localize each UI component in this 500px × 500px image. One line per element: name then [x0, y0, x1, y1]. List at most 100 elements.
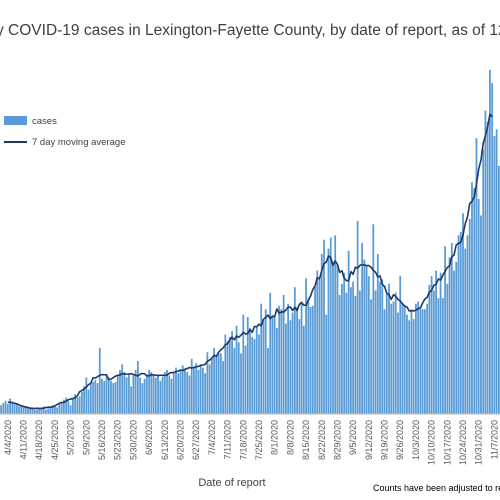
cases-bar	[381, 279, 384, 414]
cases-bar	[11, 401, 14, 414]
x-tick-label: 6/6/2020	[144, 420, 154, 455]
cases-bar	[20, 405, 23, 414]
cases-bar	[0, 405, 3, 414]
x-tick-label: 6/13/2020	[160, 420, 170, 460]
moving-average-line	[7, 113, 493, 410]
x-tick-label: 7/11/2020	[223, 420, 233, 459]
x-tick-label: 9/26/2020	[395, 420, 405, 460]
cases-bar	[63, 399, 65, 414]
cases-bar	[475, 138, 478, 415]
cases-bar	[181, 365, 184, 414]
cases-bar	[45, 409, 47, 414]
cases-bar	[323, 239, 325, 414]
cases-bar	[412, 319, 415, 414]
cases-bar	[235, 325, 238, 414]
cases-bar	[271, 314, 274, 414]
cases-bar	[370, 299, 372, 414]
cases-bar	[493, 136, 496, 415]
cases-bar	[240, 353, 242, 414]
cases-bar	[401, 303, 404, 414]
cases-bar	[444, 246, 446, 414]
cases-bar	[15, 404, 18, 414]
cases-bar	[491, 83, 494, 414]
cases-bar	[379, 281, 381, 414]
cases-bar	[336, 265, 339, 414]
x-tick-label: 9/19/2020	[380, 420, 390, 460]
cases-bar	[175, 367, 177, 414]
cases-bar	[287, 303, 290, 414]
cases-bar	[276, 327, 278, 414]
cases-bar	[186, 372, 189, 414]
cases-bar	[374, 290, 377, 414]
cases-bar	[96, 383, 99, 414]
cases-bar	[489, 69, 491, 414]
chart-title: y COVID-19 cases in Lexington-Fayette Co…	[0, 22, 500, 39]
cases-bar	[397, 312, 399, 414]
x-tick-label: 11/7/2020	[489, 420, 499, 459]
cases-bar	[76, 397, 79, 414]
adjustment-note: Counts have been adjusted to re	[373, 483, 500, 493]
cases-bar	[343, 272, 346, 414]
cases-bar	[419, 308, 422, 414]
x-tick-label: 10/10/2020	[427, 420, 437, 465]
cases-bar	[224, 334, 227, 414]
cases-bar	[154, 377, 157, 414]
cases-bar	[143, 378, 146, 414]
cases-bar	[385, 292, 388, 414]
cases-bar	[435, 270, 437, 414]
cases-bar	[316, 270, 319, 414]
cases-bar	[9, 398, 11, 414]
cases-bar	[327, 248, 330, 414]
cases-bar	[289, 320, 292, 414]
cases-bar	[98, 347, 101, 414]
cases-bar	[148, 369, 150, 414]
cases-bars	[0, 69, 500, 415]
cases-bar	[107, 377, 110, 414]
cases-bar	[251, 336, 254, 414]
x-tick-label: 4/25/2020	[50, 420, 60, 460]
cases-bar	[338, 294, 341, 414]
cases-bar	[110, 380, 112, 414]
cases-bar	[119, 369, 121, 414]
cases-bar	[49, 407, 52, 414]
cases-bar	[177, 373, 180, 414]
cases-bar	[354, 295, 357, 414]
legend-cases-swatch	[4, 116, 27, 125]
x-tick-label: 8/29/2020	[332, 420, 342, 460]
cases-bar	[130, 386, 133, 414]
cases-bar	[350, 287, 352, 414]
cases-bar	[468, 218, 471, 414]
cases-bar	[325, 314, 328, 414]
cases-bar	[462, 213, 464, 414]
cases-bar	[318, 279, 321, 414]
x-tick-label: 8/1/2020	[270, 420, 280, 455]
cases-bar	[18, 406, 20, 414]
cases-bar	[215, 356, 218, 414]
cases-bar	[40, 407, 43, 414]
cases-bar	[258, 334, 260, 414]
cases-bar	[249, 327, 251, 414]
cases-bar	[121, 364, 124, 414]
cases-bar	[446, 283, 449, 414]
cases-bar	[219, 353, 222, 414]
cases-bar	[352, 281, 355, 414]
cases-bar	[74, 394, 77, 414]
cases-bar	[253, 338, 256, 414]
cases-bar	[284, 323, 287, 414]
cases-bar	[428, 284, 431, 414]
cases-bar	[60, 401, 63, 414]
cases-bar	[69, 405, 72, 414]
cases-bar	[222, 361, 224, 414]
cases-bar	[228, 336, 231, 414]
cases-bar	[80, 391, 83, 414]
cases-bar	[255, 325, 258, 414]
cases-bar	[150, 372, 153, 414]
x-tick-label: 4/18/2020	[34, 420, 44, 460]
x-tick-label: 10/17/2020	[442, 420, 452, 465]
cases-bar	[94, 379, 97, 414]
cases-bar	[36, 409, 38, 414]
x-tick-label: 10/31/2020	[474, 420, 484, 465]
cases-bar	[139, 377, 142, 414]
cases-bar	[13, 402, 16, 414]
cases-bar	[417, 301, 420, 414]
